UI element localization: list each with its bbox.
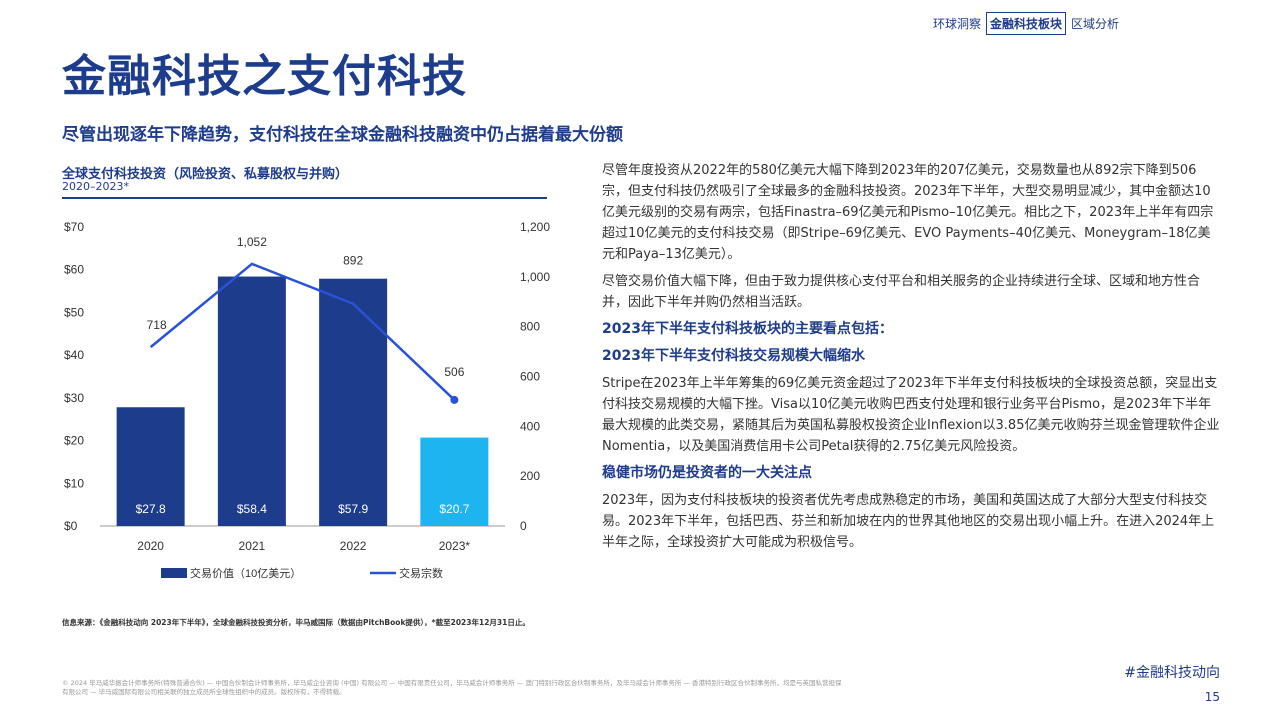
copyright-footer: © 2024 毕马威华振会计师事务所(特殊普通合伙) — 中国合伙制会计师事务所… bbox=[62, 679, 842, 696]
paragraph-stable-markets: 2023年，因为支付科技板块的投资者优先考虑成熟稳定的市场，美国和英国达成了大部… bbox=[602, 493, 1215, 550]
nav-item-regional-analysis[interactable]: 区域分析 bbox=[1071, 17, 1120, 31]
right-axis-tick-label: 1,200 bbox=[520, 220, 550, 234]
paragraph-ma-activity: 尽管交易价值大幅下降，但由于致力提供核心支付平台和相关服务的企业持续进行全球、区… bbox=[602, 274, 1201, 310]
bar-value-label: $58.4 bbox=[237, 502, 267, 516]
x-axis-tick-label: 2020 bbox=[137, 539, 164, 553]
top-nav: 环球洞察 金融科技板块 区域分析 bbox=[930, 12, 1122, 35]
deal-count-endpoint bbox=[450, 395, 459, 404]
legend-label-deal-value: 交易价值（10亿美元） bbox=[190, 566, 301, 580]
left-axis-tick-label: $70 bbox=[64, 220, 84, 234]
left-axis-tick-label: $50 bbox=[64, 305, 84, 319]
legend-label-deal-count: 交易宗数 bbox=[399, 566, 443, 580]
page-title: 金融科技之支付科技 bbox=[62, 51, 467, 102]
page-number: 15 bbox=[1204, 690, 1220, 704]
line-value-label: 506 bbox=[444, 365, 464, 379]
line-value-label: 892 bbox=[343, 254, 363, 268]
right-axis-tick-label: 0 bbox=[520, 519, 527, 533]
paragraph-deal-size: Stripe在2023年上半年筹集的69亿美元资金超过了2023年下半年支付科技… bbox=[602, 376, 1220, 454]
legend-swatch-deal-value bbox=[161, 568, 187, 578]
line-value-label: 1,052 bbox=[237, 235, 267, 249]
right-axis-tick-label: 600 bbox=[520, 370, 540, 384]
chart-subtitle: 2020–2023* bbox=[62, 180, 129, 193]
bar-2023* bbox=[420, 437, 489, 526]
x-axis-tick-label: 2021 bbox=[239, 539, 266, 553]
deal-count-line bbox=[149, 262, 456, 401]
right-axis-tick-label: 200 bbox=[520, 469, 540, 483]
left-axis-tick-label: $20 bbox=[64, 434, 84, 448]
bar-2022 bbox=[319, 278, 388, 526]
heading-stable-markets: 稳健市场仍是投资者的一大关注点 bbox=[602, 465, 812, 481]
left-axis-tick-label: $40 bbox=[64, 348, 84, 362]
chart-title: 全球支付科技投资（风险投资、私募股权与并购） bbox=[62, 167, 349, 182]
heading-deal-size-shrink: 2023年下半年支付科技交易规模大幅缩水 bbox=[602, 348, 865, 364]
heading-highlights: 2023年下半年支付科技板块的主要看点包括： bbox=[602, 321, 893, 337]
right-axis-tick-label: 800 bbox=[520, 320, 540, 334]
chart-title-rule bbox=[62, 197, 547, 199]
x-axis-tick-label: 2023* bbox=[439, 539, 471, 553]
nav-item-fintech-sector[interactable]: 金融科技板块 bbox=[986, 12, 1067, 35]
left-axis-tick-label: $10 bbox=[64, 476, 84, 490]
bar-value-label: $20.7 bbox=[439, 502, 469, 516]
left-axis-tick-label: $30 bbox=[64, 391, 84, 405]
bar-2020 bbox=[116, 407, 185, 526]
x-axis-tick-label: 2022 bbox=[340, 539, 367, 553]
page-subtitle: 尽管出现逐年下降趋势，支付科技在全球金融科技融资中仍占据着最大份额 bbox=[62, 125, 623, 145]
bar-value-label: $57.9 bbox=[338, 502, 368, 516]
left-axis-tick-label: $0 bbox=[64, 519, 78, 533]
right-axis-tick-label: 400 bbox=[520, 419, 540, 433]
hashtag-link[interactable]: #金融科技动向 bbox=[1124, 665, 1220, 681]
bar-value-label: $27.8 bbox=[136, 502, 166, 516]
bar-2021 bbox=[217, 276, 286, 526]
line-value-label: 718 bbox=[147, 318, 167, 332]
paragraph-investment-decline: 尽管年度投资从2022年的580亿美元大幅下降到2023年的207亿美元，交易数… bbox=[602, 163, 1214, 262]
source-note: 信息来源：《金融科技动向 2023年下半年》，全球金融科技投资分析，毕马威国际（… bbox=[62, 618, 530, 627]
right-axis-tick-label: 1,000 bbox=[520, 270, 550, 284]
left-axis-tick-label: $60 bbox=[64, 263, 84, 277]
nav-item-global-insights[interactable]: 环球洞察 bbox=[933, 17, 982, 31]
right-text-column: 尽管年度投资从2022年的580亿美元大幅下降到2023年的207亿美元，交易数… bbox=[602, 160, 1222, 559]
